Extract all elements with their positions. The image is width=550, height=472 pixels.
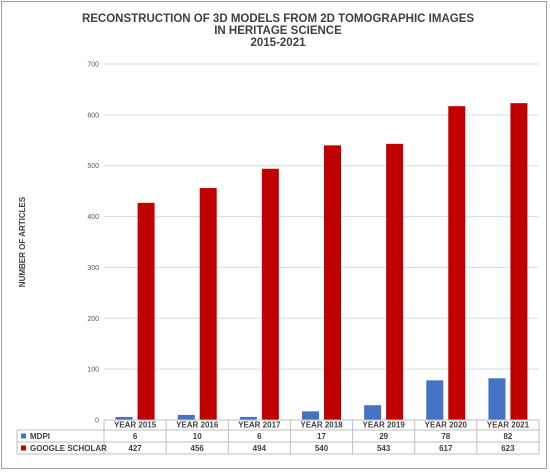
data-table-value: 10 bbox=[193, 432, 202, 441]
x-tick-label: YEAR 2018 bbox=[300, 421, 343, 430]
data-table-value: 17 bbox=[317, 432, 326, 441]
data-table-value: 82 bbox=[503, 432, 512, 441]
bar-mdpi bbox=[364, 405, 382, 420]
y-tick-label: 500 bbox=[87, 163, 99, 170]
bar-mdpi bbox=[426, 380, 444, 420]
data-table-value: 623 bbox=[501, 444, 515, 453]
bar-mdpi bbox=[177, 414, 195, 420]
y-tick-label: 100 bbox=[87, 367, 99, 374]
x-tick-label: YEAR 2020 bbox=[425, 421, 468, 430]
bar-google-scholar bbox=[199, 188, 217, 420]
y-tick-label: 0 bbox=[95, 418, 99, 425]
bar-google-scholar bbox=[324, 145, 341, 420]
y-tick-label: 400 bbox=[87, 214, 99, 221]
data-table-value: 427 bbox=[128, 444, 142, 453]
chart-title-line: 2015-2021 bbox=[251, 37, 307, 49]
data-table-value: 6 bbox=[257, 432, 262, 441]
legend-label: GOOGLE SCHOLAR bbox=[30, 444, 107, 453]
y-tick-label: 300 bbox=[87, 265, 99, 272]
bar-mdpi bbox=[115, 416, 133, 420]
bars bbox=[115, 103, 528, 421]
x-tick-label: YEAR 2016 bbox=[176, 421, 219, 430]
chart-title: RECONSTRUCTION OF 3D MODELS FROM 2D TOMO… bbox=[82, 13, 474, 49]
data-table-value: 494 bbox=[253, 444, 267, 453]
data-table-value: 540 bbox=[315, 444, 329, 453]
data-table: YEAR 2015 YEAR 2016 YEAR 2017 YEAR 2018 YEAR… bbox=[16, 419, 540, 455]
x-tick-label: YEAR 2019 bbox=[363, 421, 406, 430]
x-tick-label: YEAR 2015 bbox=[114, 421, 157, 430]
bar-mdpi bbox=[239, 416, 257, 420]
bar-google-scholar bbox=[261, 168, 279, 420]
gridlines bbox=[104, 63, 539, 421]
bar-google-scholar bbox=[386, 143, 404, 421]
y-tick-label: 700 bbox=[87, 62, 99, 69]
bar-mdpi bbox=[302, 411, 319, 420]
chart-title-line: RECONSTRUCTION OF 3D MODELS FROM 2D TOMO… bbox=[82, 13, 474, 25]
y-tick-label: 200 bbox=[87, 316, 99, 323]
bar-mdpi bbox=[488, 378, 506, 420]
data-table-value: 6 bbox=[133, 432, 138, 441]
bar-google-scholar bbox=[137, 202, 155, 420]
chart-title-line: IN HERITAGE SCIENCE bbox=[214, 25, 342, 37]
legend-swatch-mdpi bbox=[21, 433, 26, 439]
data-table-value: 543 bbox=[377, 444, 391, 453]
data-table-value: 29 bbox=[379, 432, 388, 441]
y-axis-label: NUMBER OF ARTICLES bbox=[18, 196, 27, 287]
data-table-value: 617 bbox=[439, 444, 453, 453]
data-table-value: 456 bbox=[191, 444, 205, 453]
data-table-value: 78 bbox=[441, 432, 450, 441]
bar-google-scholar bbox=[448, 106, 466, 420]
legend-swatch-google-scholar bbox=[21, 445, 26, 451]
x-tick-label: YEAR 2021 bbox=[487, 421, 530, 430]
legend-label: MDPI bbox=[30, 432, 50, 441]
bar-google-scholar bbox=[510, 103, 528, 420]
y-tick-label: 600 bbox=[87, 112, 99, 119]
x-tick-label: YEAR 2017 bbox=[238, 421, 281, 430]
y-axis-ticks: 0 100 200 300 400 500 600 700 bbox=[87, 62, 99, 425]
